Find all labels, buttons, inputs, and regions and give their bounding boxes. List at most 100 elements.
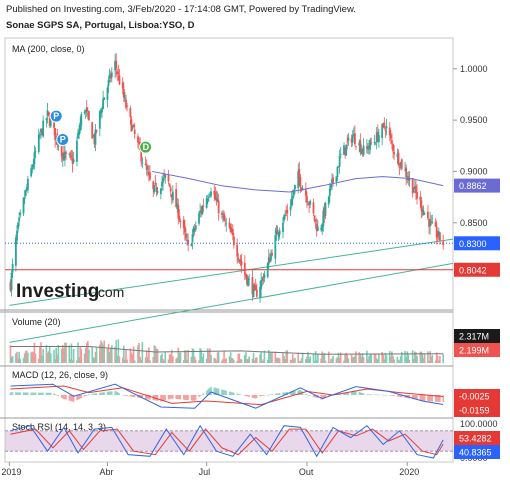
volume-bar: [419, 351, 422, 363]
time-tick-label: 2019: [1, 467, 21, 477]
volume-bar: [27, 352, 29, 363]
macd-hist-bar: [263, 395, 266, 396]
price-pane[interactable]: MA (200, close, 0) Investing .com P P D 1.…: [5, 44, 500, 343]
volume-bar: [99, 344, 101, 363]
macd-hist-bar: [126, 395, 128, 396]
stoch-axis-flags: 53.4282 40.8365: [454, 431, 500, 459]
candle-body: [331, 179, 333, 184]
stoch-rsi-pane[interactable]: Stoch RSI (14, 14, 3, 3) 100.00000.0000 …: [5, 419, 500, 463]
macd-axis-flags: -0.0025 -0.0159: [454, 389, 500, 417]
macd-hist-bar: [95, 393, 98, 395]
volume-bar: [101, 342, 103, 363]
volume-bar: [397, 359, 400, 363]
candle-body: [434, 222, 437, 227]
candle-body: [304, 188, 307, 196]
candle: [442, 234, 445, 250]
candle: [321, 223, 324, 236]
volume-bar: [106, 349, 109, 363]
macd-hist-bar: [420, 395, 423, 401]
candle: [126, 102, 128, 112]
candle-body: [170, 194, 173, 198]
macd-hist-bar: [321, 395, 323, 400]
volume-bar: [305, 359, 307, 363]
volume-bar: [107, 344, 110, 363]
candle: [251, 269, 254, 301]
candle-body: [316, 227, 319, 231]
macd-hist-bar: [65, 395, 67, 400]
volume-bar: [115, 340, 117, 363]
macd-hist-bar: [214, 387, 217, 395]
candle: [83, 109, 86, 115]
macd-hist-bar: [320, 395, 322, 400]
macd-hist-bar: [124, 395, 126, 396]
candle: [102, 90, 105, 110]
volume-bar: [54, 359, 56, 363]
candle: [383, 117, 386, 130]
candle: [161, 176, 163, 191]
macd-indicator-label: MACD (12, 26, close, 9): [12, 370, 108, 380]
candle: [9, 279, 12, 293]
volume-bar: [315, 359, 318, 363]
macd-hist-bar: [398, 395, 401, 397]
flag-volume-ma: 2.199M: [454, 343, 500, 357]
candle-body: [72, 159, 75, 163]
candle: [187, 233, 190, 252]
macd-hist-bar: [266, 395, 269, 396]
candle-body: [399, 162, 402, 167]
macd-pane[interactable]: MACD (12, 26, close, 9) -0.0025 -0.0159: [9, 370, 500, 417]
candle-body: [347, 137, 350, 142]
volume-bar: [190, 356, 193, 363]
candle-body: [267, 257, 270, 265]
flag-last-price: 0.8300: [454, 236, 500, 251]
volume-bar: [61, 344, 64, 363]
volume-bar: [162, 358, 164, 363]
macd-hist-bar: [284, 392, 286, 395]
macd-hist-bar: [271, 394, 273, 395]
flag-volume: 2.317M: [454, 329, 500, 343]
volume-bar: [221, 360, 223, 363]
macd-hist-bar: [298, 390, 301, 395]
macd-hist-bar: [19, 392, 21, 395]
volume-bar: [23, 353, 26, 363]
candle-body: [121, 82, 124, 89]
flag-volume-bg: [454, 329, 500, 343]
volume-bar: [156, 349, 159, 363]
volume-bar: [442, 354, 444, 363]
candle-body: [315, 223, 318, 232]
macd-hist-bar: [367, 394, 369, 395]
macd-hist-bar: [155, 395, 158, 401]
candle: [381, 123, 384, 145]
candle: [34, 147, 37, 159]
volume-bar: [139, 356, 141, 363]
macd-hist-bar: [45, 392, 48, 395]
macd-hist-bar: [437, 395, 439, 402]
macd-hist-bar: [428, 395, 430, 402]
volume-bar: [382, 354, 385, 363]
candle: [192, 225, 195, 238]
macd-hist-bar: [355, 391, 357, 395]
volume-bar: [11, 356, 14, 363]
candle: [377, 128, 380, 148]
candle: [10, 270, 13, 297]
candle-body: [306, 196, 308, 203]
volume-bar: [278, 358, 281, 363]
event-marker-circle: [56, 132, 70, 146]
candle: [92, 134, 95, 137]
support-lower-line: [9, 262, 454, 343]
candle: [130, 116, 133, 132]
macd-hist-bar: [156, 395, 159, 401]
volume-bar: [210, 354, 212, 363]
candle: [80, 111, 83, 131]
price-tick-label: 0.8500: [460, 218, 488, 228]
candle: [252, 283, 255, 298]
macd-hist-bar: [373, 394, 376, 396]
volume-bar: [202, 353, 205, 363]
candle: [370, 137, 373, 146]
candle-body: [177, 205, 180, 219]
macd-hist-bar: [27, 392, 29, 395]
macd-hist-bar: [374, 394, 377, 396]
volume-bar: [436, 355, 439, 363]
candle: [259, 280, 261, 303]
volume-pane[interactable]: Volume (20) 2.317M 2.199M: [9, 317, 500, 363]
macd-hist-bar: [56, 395, 59, 396]
